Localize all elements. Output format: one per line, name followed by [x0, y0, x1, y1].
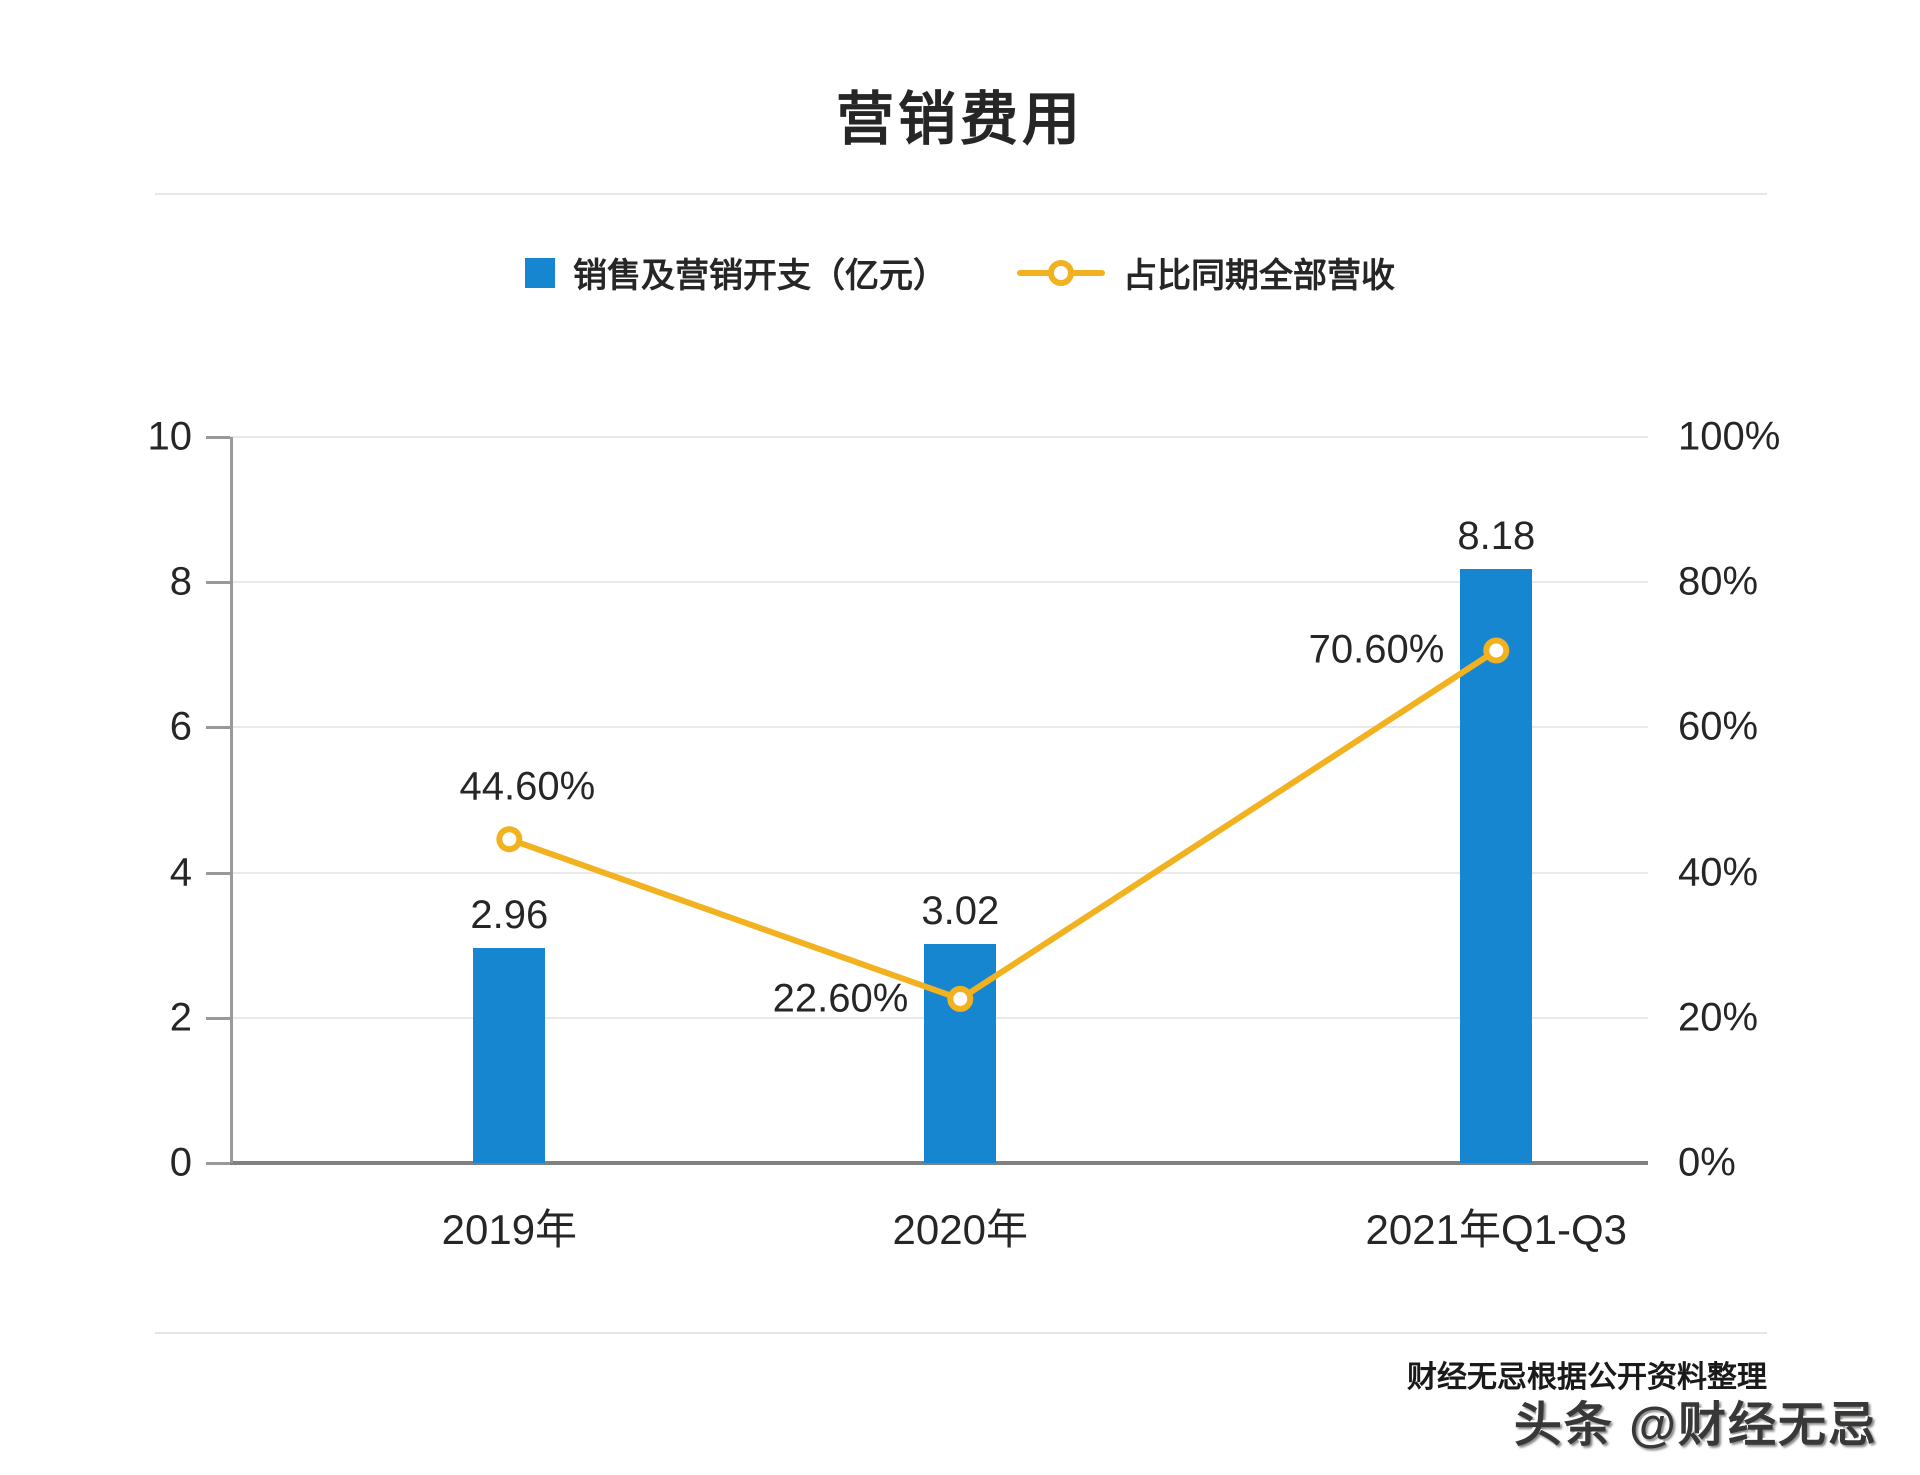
chart-title: 营销费用: [835, 87, 1084, 152]
y-axis-tick: [206, 581, 230, 585]
y-axis-label-right: 40%: [1678, 850, 1759, 895]
y-axis-label-left: 4: [169, 850, 192, 895]
legend-item-bar-series: 销售及营销开支（亿元）: [525, 248, 947, 297]
y-axis-tick: [206, 871, 230, 875]
source-note: 财经无忌根据公开资料整理: [1407, 1361, 1767, 1394]
grid-line: [230, 871, 1648, 874]
line-value-label: 44.60%: [459, 764, 596, 809]
y-axis-label-right: 100%: [1678, 414, 1781, 459]
y-axis-label-right: 0%: [1678, 1140, 1736, 1185]
line-path: [508, 647, 1498, 1003]
y-axis-tick: [206, 1162, 230, 1165]
line-value-label: 70.60%: [1308, 627, 1445, 672]
top-divider: [155, 193, 1767, 195]
x-axis-line: [230, 1161, 1648, 1165]
y-axis-tick: [206, 726, 230, 730]
bar-value-label: 8.18: [1457, 514, 1536, 559]
bar-value-label: 2.96: [470, 893, 549, 938]
watermark: 头条 @财经无忌: [1513, 1399, 1878, 1452]
x-axis-label: 2021年Q1-Q3: [1365, 1206, 1628, 1253]
x-axis-label: 2019年: [441, 1206, 578, 1253]
y-axis-tick: [206, 436, 230, 439]
bar: [924, 943, 997, 1163]
y-axis-label-left: 0: [169, 1140, 192, 1185]
y-axis-label-left: 6: [169, 704, 192, 749]
grid-line: [230, 726, 1648, 729]
y-axis-label-left: 2: [169, 995, 192, 1040]
y-axis-label-right: 20%: [1678, 995, 1759, 1040]
bar: [473, 948, 546, 1163]
legend-label-bar-series: 销售及营销开支（亿元）: [573, 257, 947, 295]
legend-label-line-series: 占比同期全部营收: [1123, 257, 1395, 295]
line-value-label: 22.60%: [772, 976, 909, 1021]
bottom-divider: [155, 1332, 1767, 1334]
y-axis-label-left: 8: [169, 559, 192, 604]
grid-line: [230, 581, 1648, 584]
y-axis-label-right: 60%: [1678, 704, 1759, 749]
grid-line: [230, 436, 1648, 438]
legend-item-line-series: 占比同期全部营收: [1017, 248, 1395, 297]
bar: [1460, 569, 1533, 1163]
line-point-marker: [496, 826, 523, 853]
y-axis-line: [230, 437, 233, 1163]
y-axis-label-left: 10: [147, 414, 193, 459]
line-series-marker-icon: [1017, 259, 1105, 286]
chart-legend: 销售及营销开支（亿元） 占比同期全部营收: [0, 248, 1920, 297]
bar-series-swatch-icon: [525, 257, 555, 288]
bar-value-label: 3.02: [921, 888, 1000, 933]
y-axis-label-right: 80%: [1678, 559, 1759, 604]
y-axis-tick: [206, 1016, 230, 1020]
x-axis-label: 2020年: [892, 1206, 1028, 1253]
